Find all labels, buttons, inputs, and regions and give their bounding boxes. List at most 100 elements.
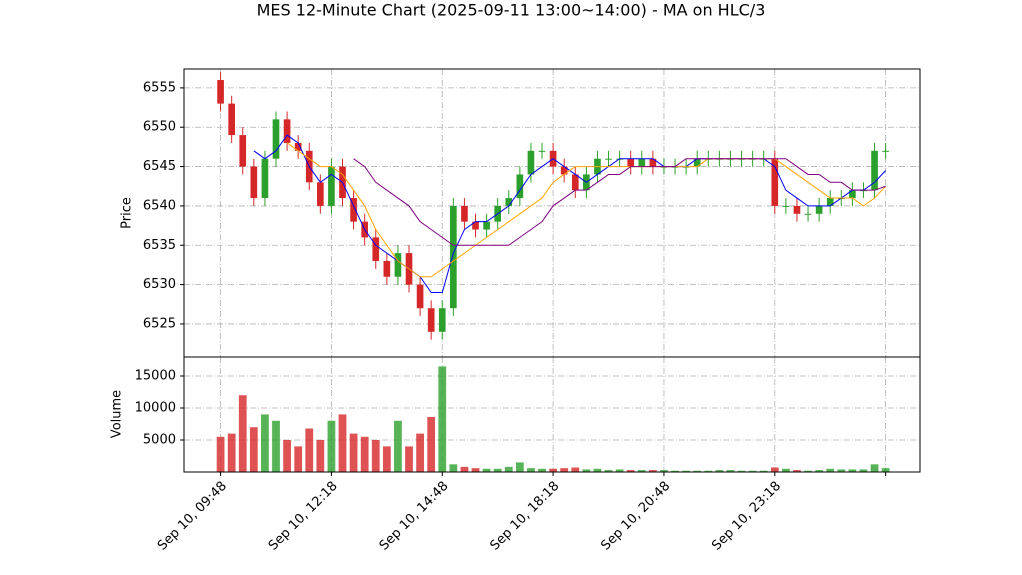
candle-body: [571, 174, 579, 191]
volume-bar: [571, 467, 580, 472]
candle-body: [782, 205, 790, 207]
candle-body: [871, 150, 878, 191]
volume-bar: [804, 470, 812, 472]
ma-line: [353, 158, 886, 246]
volume-bar: [515, 462, 524, 472]
volume-bar: [881, 468, 890, 472]
volume-bar: [460, 466, 469, 472]
volume-bar: [493, 468, 502, 472]
candle-body: [804, 213, 812, 215]
volume-bar: [272, 420, 280, 472]
candle-body: [228, 103, 235, 136]
candle-body: [793, 205, 801, 214]
volume-bar: [782, 468, 790, 472]
volume-bar: [693, 470, 702, 472]
volume-bar: [848, 469, 857, 472]
volume-bar: [438, 366, 447, 472]
candle-body: [438, 308, 446, 332]
volume-bar: [382, 446, 391, 472]
volume-bar: [582, 469, 591, 472]
candle-body: [605, 158, 612, 160]
volume-bar: [737, 470, 746, 472]
candle-body: [849, 190, 856, 199]
candle-body: [560, 166, 568, 175]
volume-bar: [671, 470, 679, 472]
volume-bar: [305, 428, 314, 472]
volume-bar: [604, 470, 613, 472]
volume-bar: [283, 440, 291, 472]
y-axis-label: Volume: [110, 390, 125, 438]
volume-bar: [870, 464, 879, 472]
candle-body: [261, 158, 269, 199]
volume-bar: [637, 470, 646, 472]
volume-bar: [427, 416, 436, 472]
y-tick-label: 6555: [143, 80, 176, 95]
x-tick-label: Sep 10, 09:48: [155, 479, 230, 554]
volume-bar: [471, 468, 480, 472]
candle-body: [416, 284, 424, 309]
volume-bar: [770, 467, 779, 472]
volume-bar: [560, 468, 569, 472]
volume-bar: [261, 414, 269, 472]
volume-bar: [826, 468, 835, 472]
y-tick-label: 6530: [143, 277, 176, 292]
candle-body: [383, 261, 391, 277]
candle-body: [450, 205, 457, 309]
ma-line: [286, 142, 887, 278]
candle-body: [461, 205, 468, 222]
candle-body: [693, 158, 701, 167]
volume-bar: [394, 420, 402, 472]
y-tick-label: 6545: [143, 159, 176, 174]
plot-frame: [183, 68, 921, 358]
volume-bar: [626, 470, 635, 472]
candle-body: [516, 174, 524, 199]
volume-bar: [837, 469, 846, 472]
volume-bar: [449, 464, 458, 472]
volume-bar: [615, 469, 624, 472]
candle-body: [328, 166, 335, 206]
y-axis-label: Price: [120, 197, 135, 229]
volume-bar: [238, 395, 247, 472]
volume-bar: [549, 468, 557, 472]
candle-body: [505, 198, 513, 206]
x-tick-label: Sep 10, 18:18: [488, 479, 563, 554]
candle-body: [649, 158, 657, 167]
candle-body: [250, 166, 258, 199]
candle-body: [394, 253, 402, 277]
candle-body: [427, 308, 435, 332]
y-tick-label: 10000: [135, 401, 176, 416]
volume-bar: [793, 470, 801, 472]
volume-bar: [482, 468, 491, 472]
volume-bar: [216, 436, 225, 472]
y-tick-label: 6525: [143, 316, 176, 331]
candle-body: [272, 119, 280, 159]
candle-body: [217, 80, 224, 104]
y-tick-label: 5000: [143, 433, 176, 448]
volume-bar: [815, 470, 824, 472]
volume-bar: [593, 468, 602, 472]
volume-bar: [859, 469, 868, 472]
chart-title: MES 12-Minute Chart (2025-09-11 13:00~14…: [257, 1, 766, 20]
candle-body: [283, 119, 291, 143]
y-tick-label: 6540: [143, 198, 176, 213]
volume-bar: [316, 440, 325, 472]
volume-bar: [371, 440, 380, 472]
volume-bar: [249, 427, 258, 472]
ma-line: [253, 134, 887, 293]
volume-bar: [682, 470, 690, 472]
volume-bar: [504, 466, 513, 472]
candle-body: [882, 150, 889, 152]
candle-body: [294, 142, 302, 151]
candle-body: [527, 150, 535, 175]
volume-bar: [715, 470, 724, 472]
y-tick-label: 6535: [143, 238, 176, 253]
candle-body: [483, 221, 490, 230]
volume-bar: [294, 446, 303, 472]
volume-bar: [227, 433, 236, 472]
volume-bar: [360, 436, 369, 472]
y-tick-label: 15000: [135, 369, 176, 384]
x-tick-label: Sep 10, 23:18: [709, 479, 784, 554]
candle-body: [826, 198, 834, 206]
volume-bar: [704, 470, 713, 472]
volume-bar: [405, 446, 413, 472]
